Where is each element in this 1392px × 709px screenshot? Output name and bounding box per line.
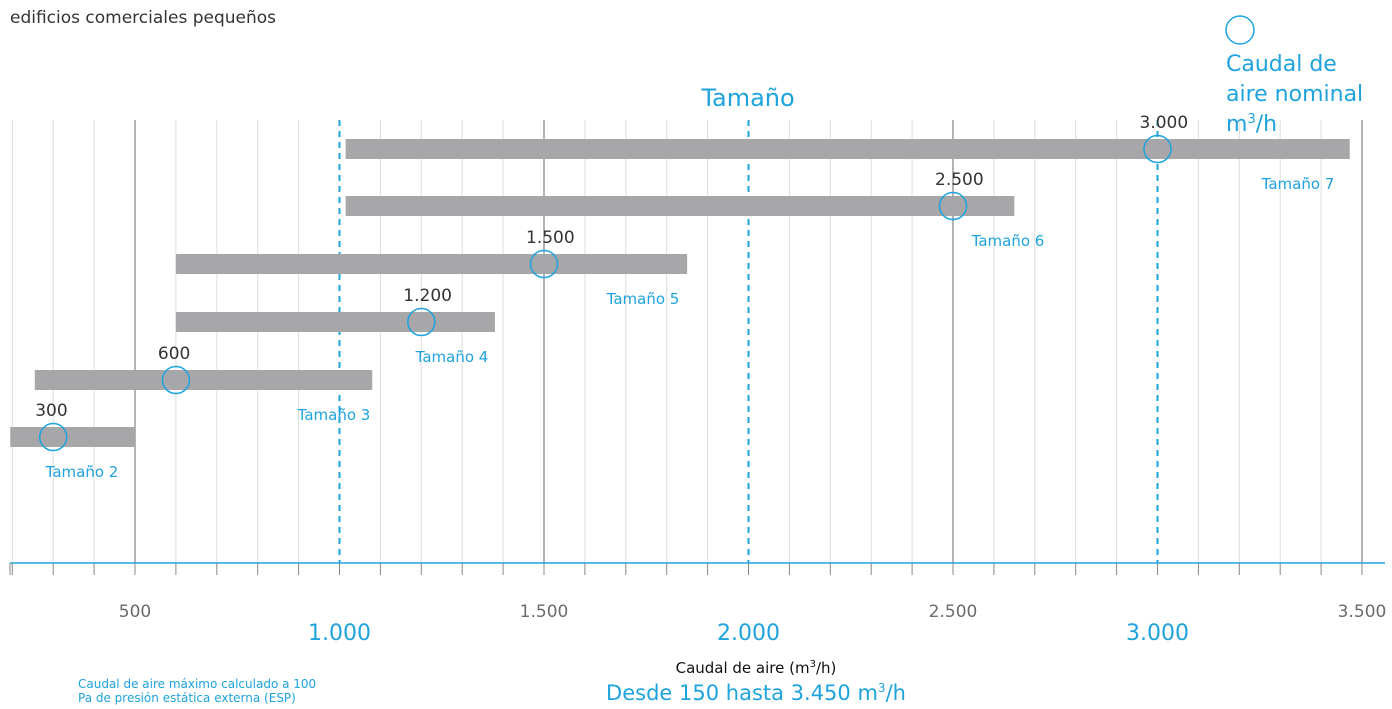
markers-layer bbox=[38, 134, 1172, 452]
nominal-marker-icon bbox=[938, 191, 968, 221]
series-name-label: Tamaño 4 bbox=[415, 348, 489, 366]
legend-label-line2: aire nominal bbox=[1226, 82, 1363, 107]
nominal-marker-icon bbox=[407, 307, 436, 337]
x-axis: 500 1.500 2.500 3.500 1.000 2.000 3.000 bbox=[9, 562, 1387, 646]
x-tick-label: 3.500 bbox=[1338, 602, 1387, 622]
labels-layer: 300 Tamaño 2 600 Tamaño 3 1.200 Tamaño 4 1.500… bbox=[35, 113, 1334, 481]
x-tick-label-major: 3.000 bbox=[1126, 621, 1189, 646]
bars-layer bbox=[10, 139, 1350, 447]
series-name-label: Tamaño 2 bbox=[45, 463, 119, 481]
series-name-label: Tamaño 6 bbox=[971, 232, 1045, 250]
nominal-value-label: 2.500 bbox=[935, 170, 984, 190]
range-bar bbox=[34, 370, 373, 390]
range-label: Desde 150 hasta 3.450 m3/h bbox=[606, 681, 906, 705]
nominal-marker-icon bbox=[529, 249, 559, 279]
x-tick-label: 1.500 bbox=[520, 602, 569, 622]
x-axis-label: Caudal de aire (m3/h) bbox=[676, 659, 837, 677]
chart-subtitle: edificios comerciales pequeños bbox=[10, 8, 276, 28]
grid-layer bbox=[11, 120, 1363, 563]
nominal-value-label: 3.000 bbox=[1140, 113, 1189, 133]
legend-label-line1: Caudal de bbox=[1226, 52, 1337, 77]
nominal-marker-icon bbox=[1143, 134, 1172, 164]
nominal-marker-icon bbox=[161, 365, 191, 395]
footnote-line1: Caudal de aire máximo calculado a 100 bbox=[78, 677, 316, 691]
nominal-value-label: 1.200 bbox=[403, 286, 452, 306]
footnote-line2: Pa de presión estática externa (ESP) bbox=[78, 691, 296, 705]
nominal-marker-icon bbox=[38, 422, 68, 452]
nominal-value-label: 1.500 bbox=[526, 228, 575, 248]
range-bar bbox=[345, 196, 1015, 216]
x-tick-label-major: 2.000 bbox=[717, 621, 780, 646]
x-tick-label: 2.500 bbox=[929, 602, 978, 622]
range-bar bbox=[175, 312, 495, 332]
nominal-value-label: 300 bbox=[35, 401, 67, 421]
series-name-label: Tamaño 3 bbox=[297, 406, 371, 424]
legend-circle-icon bbox=[1225, 15, 1255, 45]
series-name-label: Tamaño 5 bbox=[606, 290, 680, 308]
series-name-label: Tamaño 7 bbox=[1261, 175, 1335, 193]
legend-label-unit: m3/h bbox=[1226, 112, 1277, 137]
chart-title: Tamaño bbox=[700, 84, 794, 112]
range-bar bbox=[175, 254, 688, 274]
x-tick-label-major: 1.000 bbox=[308, 621, 371, 646]
range-bar bbox=[10, 427, 136, 447]
x-tick-label: 500 bbox=[119, 602, 151, 622]
nominal-value-label: 600 bbox=[158, 344, 190, 364]
range-bar bbox=[345, 139, 1350, 159]
